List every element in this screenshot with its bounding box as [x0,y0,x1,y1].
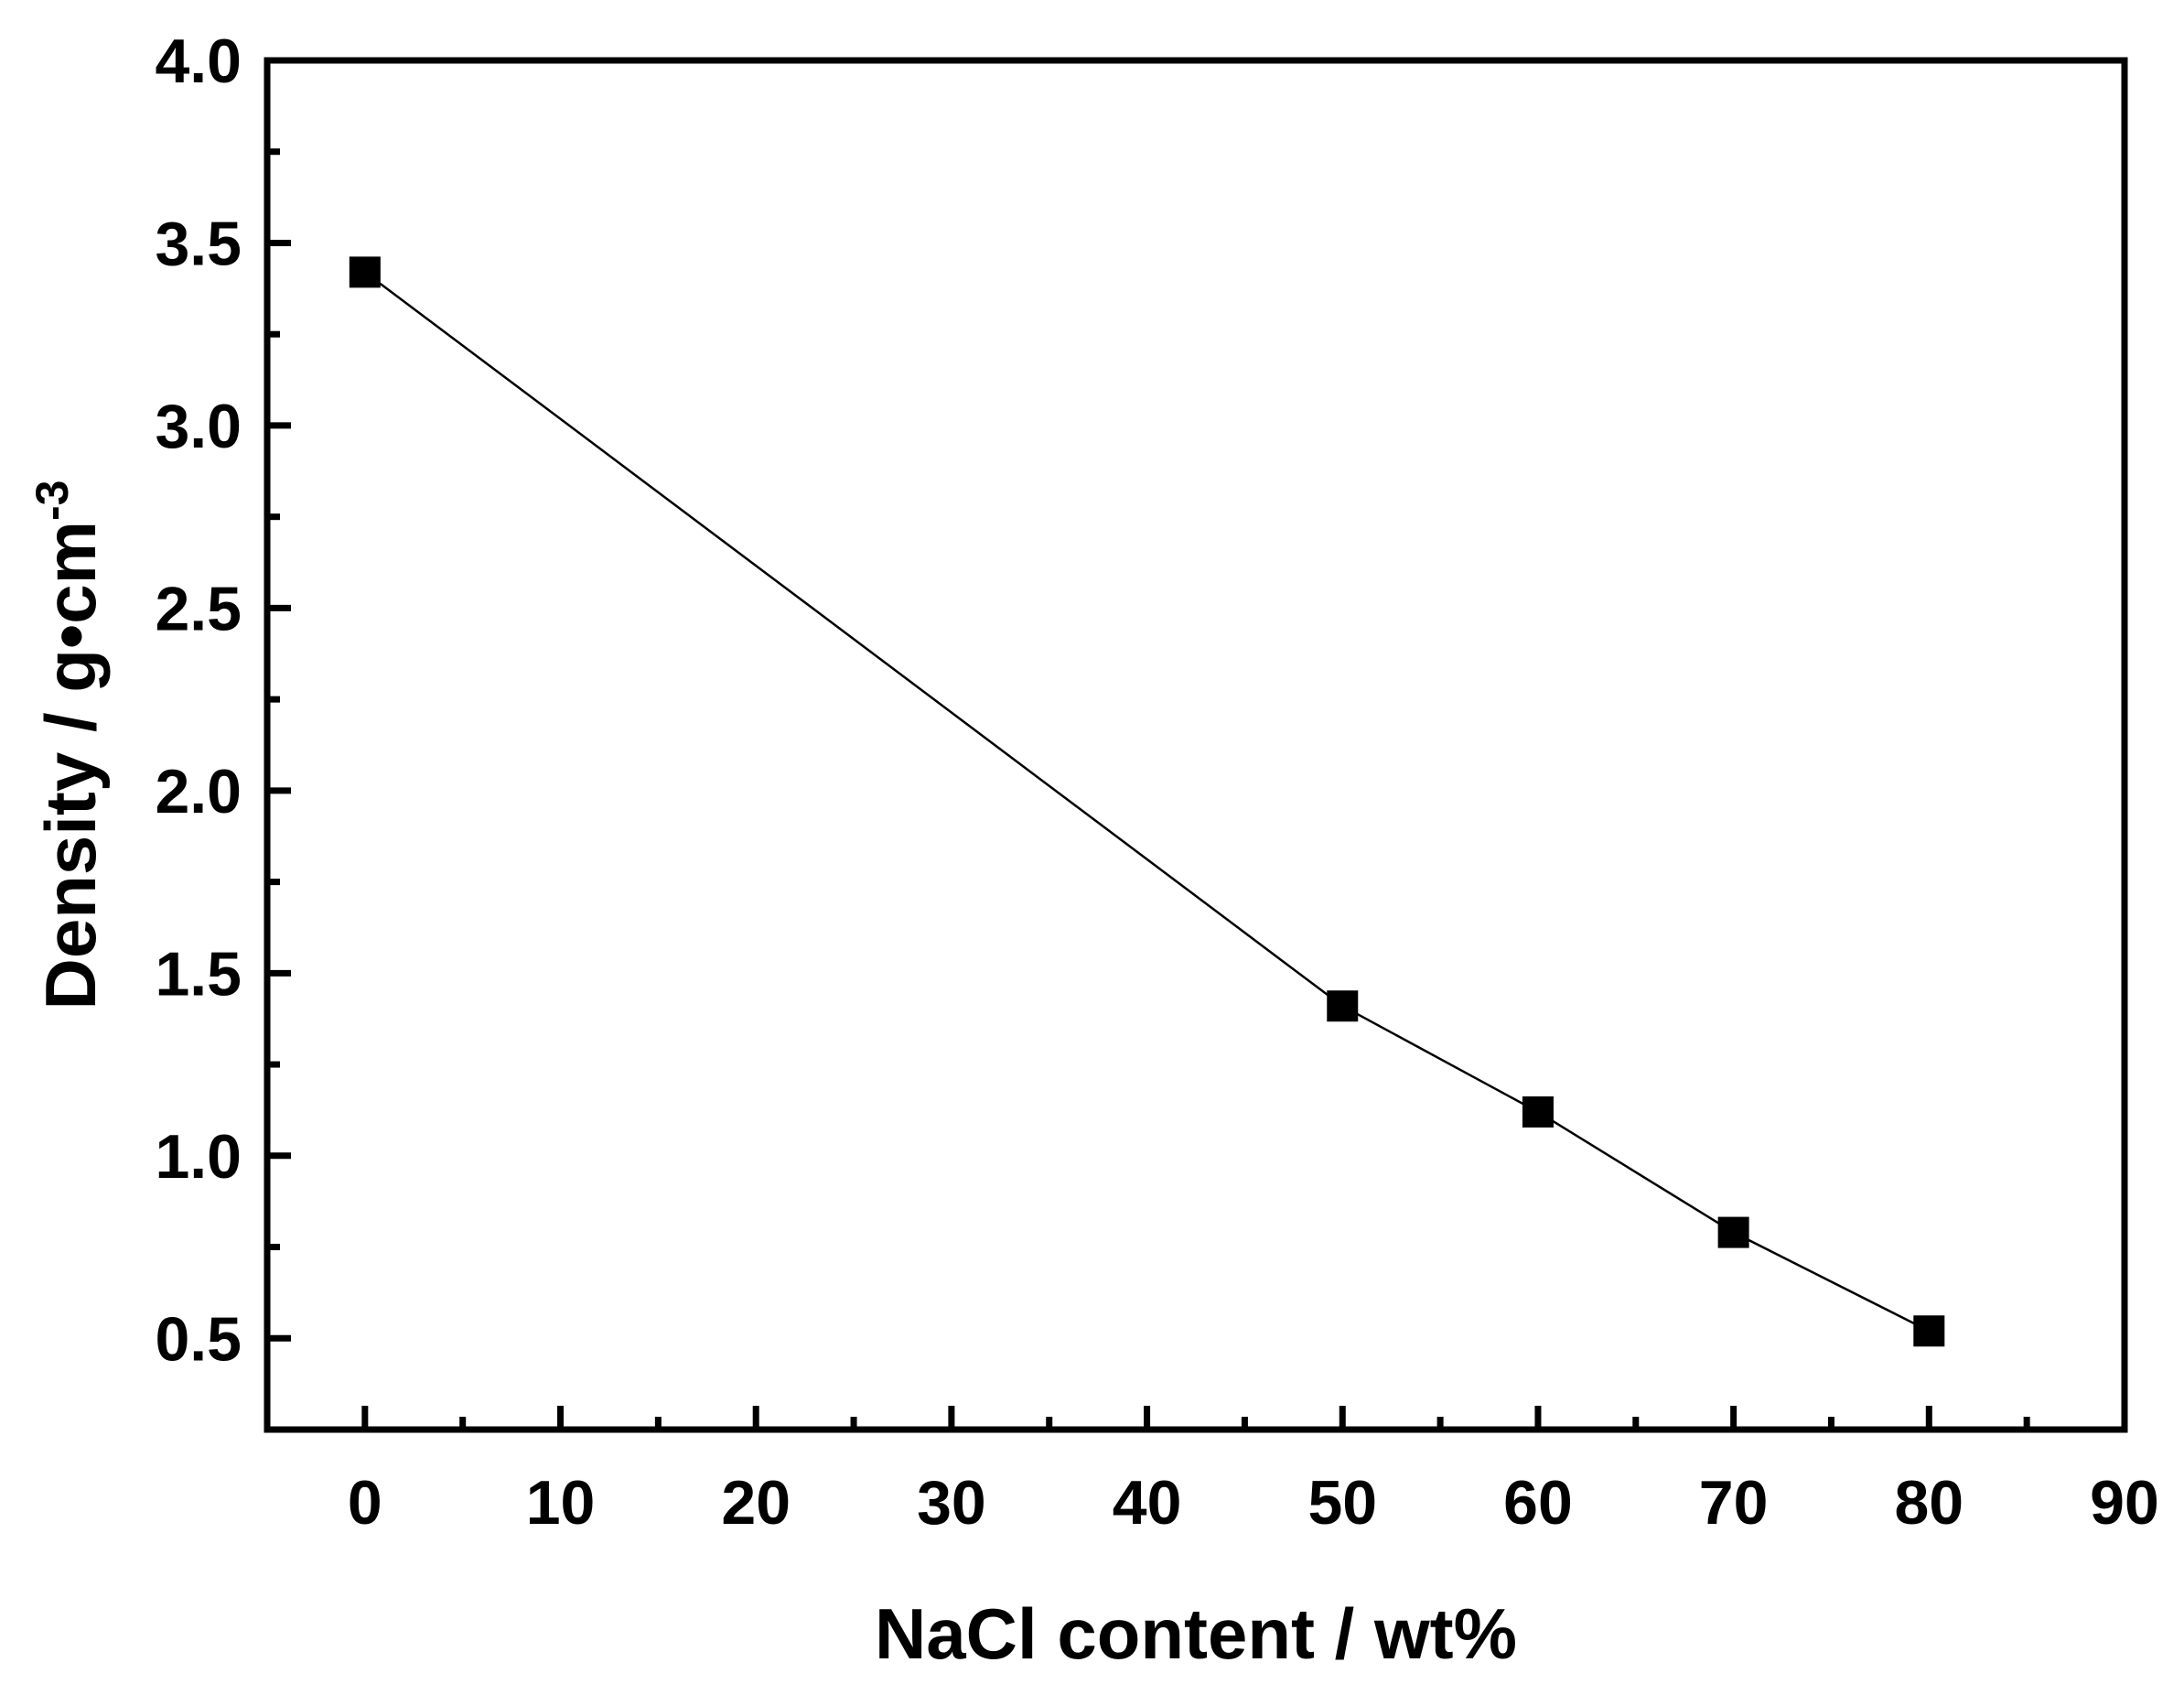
y-axis-ticks [267,57,291,1342]
x-axis-ticks [361,1406,2128,1430]
y-tick-label: 4.0 [155,27,242,96]
series-density [349,256,1945,1347]
y-tick-label: 3.5 [155,209,242,278]
y-axis-tick-labels: 0.5 1.0 1.5 2.0 2.5 3.0 3.5 4.0 [155,27,242,1374]
y-axis-title-superscript: -3 [27,480,78,521]
x-tick-label: 80 [1894,1468,1963,1538]
y-axis-title-main: Density / g•cm [30,521,111,1009]
y-tick-label: 1.0 [155,1122,242,1192]
x-tick-label: 30 [917,1468,986,1538]
y-tick-label: 2.0 [155,757,242,826]
x-tick-label: 50 [1307,1468,1377,1538]
x-tick-label: 10 [526,1468,596,1538]
data-point-marker [1327,990,1359,1022]
x-tick-label: 60 [1503,1468,1573,1538]
y-tick-label: 2.5 [155,574,242,643]
plot-frame [264,57,2128,1433]
y-axis-title: Density / g•cm-3 [27,480,111,1010]
data-point-marker [1717,1216,1749,1248]
x-tick-label: 70 [1699,1468,1769,1538]
x-axis-title: NaCl content / wt% [875,1593,1517,1674]
y-tick-label: 0.5 [155,1304,242,1374]
data-point-marker [1522,1096,1554,1128]
x-tick-label: 20 [721,1468,791,1538]
x-tick-label: 0 [348,1468,382,1538]
x-tick-label: 90 [2090,1468,2159,1538]
series-line [364,271,1930,1333]
y-tick-label: 3.0 [155,392,242,461]
x-axis-tick-labels: 0 10 20 30 40 50 60 70 80 90 [348,1468,2159,1538]
y-tick-label: 1.5 [155,939,242,1009]
data-point-marker [349,256,381,288]
data-point-marker [1913,1315,1945,1347]
x-tick-label: 40 [1113,1468,1182,1538]
